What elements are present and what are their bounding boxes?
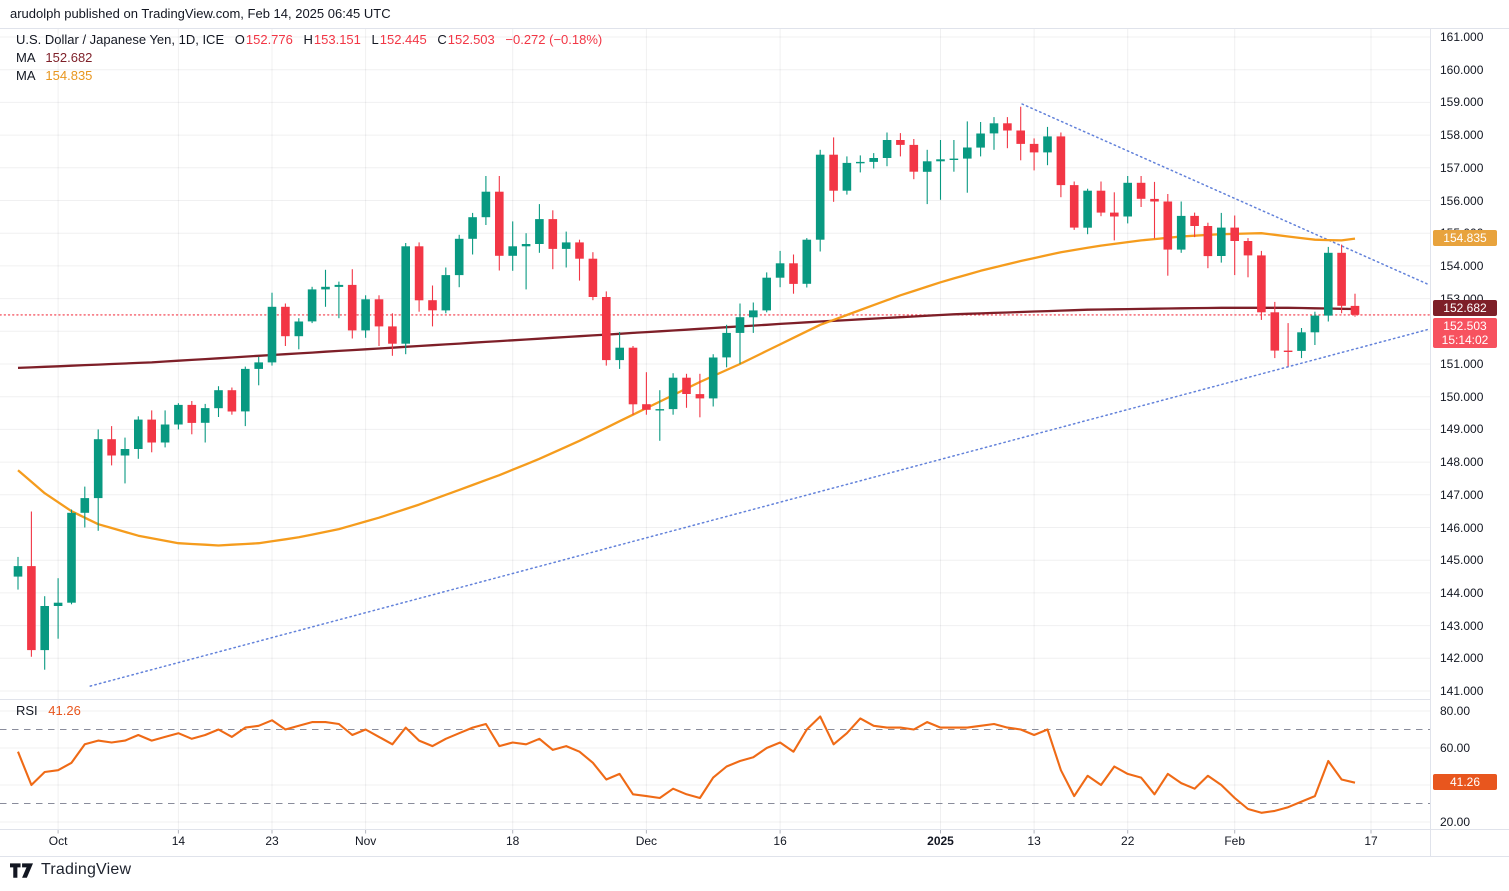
price-tick-label: 149.000 xyxy=(1440,422,1484,437)
open-value: 152.776 xyxy=(245,32,293,47)
price-tick-label: 150.000 xyxy=(1440,389,1484,404)
footer-brand-text: TradingView xyxy=(41,861,132,878)
price-tick-label: 158.000 xyxy=(1440,128,1484,143)
time-axis[interactable] xyxy=(0,829,1430,856)
price-tick-label: 144.000 xyxy=(1440,585,1484,600)
price-tick-label: 145.000 xyxy=(1440,553,1484,568)
time-tick-label: 23 xyxy=(265,834,279,848)
rsi-tick-label: 80.00 xyxy=(1440,704,1471,718)
symbol-title[interactable]: U.S. Dollar / Japanese Yen, 1D, ICE xyxy=(16,32,225,47)
price-tick-label: 161.000 xyxy=(1440,30,1484,44)
ma1-value[interactable]: 152.682 xyxy=(45,50,93,65)
price-tick-label: 157.000 xyxy=(1440,160,1484,175)
price-tick-label: 154.000 xyxy=(1440,258,1484,273)
ma2-label: MA xyxy=(16,68,35,83)
time-tick-label: 13 xyxy=(1027,834,1041,848)
price-tick-label: 141.000 xyxy=(1440,684,1484,698)
time-tick-label: 16 xyxy=(773,834,787,848)
rsi-legend: RSI 41.26 xyxy=(16,703,81,718)
high-value: 153.151 xyxy=(313,32,361,47)
close-value: 152.503 xyxy=(447,32,495,47)
time-tick-label: Feb xyxy=(1224,834,1245,848)
rsi-value: 41.26 xyxy=(48,703,81,718)
price-tick-label: 142.000 xyxy=(1440,651,1484,666)
symbol-row: U.S. Dollar / Japanese Yen, 1D, ICE O152… xyxy=(16,31,602,49)
tradingview-logo-icon xyxy=(10,862,33,878)
price-badge: 152.503 15:14:02 xyxy=(1433,317,1497,348)
ma2-row: MA 154.835 xyxy=(16,67,602,85)
low-label: L xyxy=(371,32,379,47)
price-tick-label: 147.000 xyxy=(1440,487,1484,502)
price-tick-label: 151.000 xyxy=(1440,357,1484,371)
footer-branding[interactable]: TradingView xyxy=(10,861,131,879)
time-tick-label: Dec xyxy=(635,834,658,848)
price-badge: 152.682 xyxy=(1433,300,1497,317)
ma2-value[interactable]: 154.835 xyxy=(45,68,93,83)
low-value: 152.445 xyxy=(379,32,427,47)
time-tick-label: 14 xyxy=(171,834,186,848)
price-badge: 154.835 xyxy=(1433,230,1497,247)
price-tick-label: 146.000 xyxy=(1440,520,1484,535)
time-tick-label: 2025 xyxy=(927,834,954,848)
price-tick-label: 143.000 xyxy=(1440,618,1484,633)
price-tick-label: 160.000 xyxy=(1440,62,1484,77)
price-tick-label: 159.000 xyxy=(1440,95,1484,110)
open-label: O xyxy=(234,32,245,47)
ma1-label: MA xyxy=(16,50,35,65)
rsi-tick-label: 20.00 xyxy=(1440,815,1471,829)
rsi-label[interactable]: RSI xyxy=(16,703,38,718)
time-tick-label: Nov xyxy=(354,834,377,848)
rsi-tick-label: 60.00 xyxy=(1440,741,1471,755)
price-tick-label: 156.000 xyxy=(1440,193,1484,208)
time-tick-label: 18 xyxy=(506,834,520,848)
ma1-row: MA 152.682 xyxy=(16,49,602,67)
chart-legend: U.S. Dollar / Japanese Yen, 1D, ICE O152… xyxy=(16,31,602,85)
time-tick-label: 17 xyxy=(1364,834,1378,848)
price-tick-label: 148.000 xyxy=(1440,455,1484,470)
time-tick-label: 22 xyxy=(1121,834,1135,848)
time-tick-label: Oct xyxy=(48,834,68,848)
change-value: −0.272 (−0.18%) xyxy=(505,32,603,47)
published-line: arudolph published on TradingView.com, F… xyxy=(10,6,391,21)
high-label: H xyxy=(303,32,313,47)
close-label: C xyxy=(437,32,447,47)
bar-countdown: 15:14:02 xyxy=(1441,332,1489,347)
rsi-badge: 41.26 xyxy=(1433,774,1497,791)
